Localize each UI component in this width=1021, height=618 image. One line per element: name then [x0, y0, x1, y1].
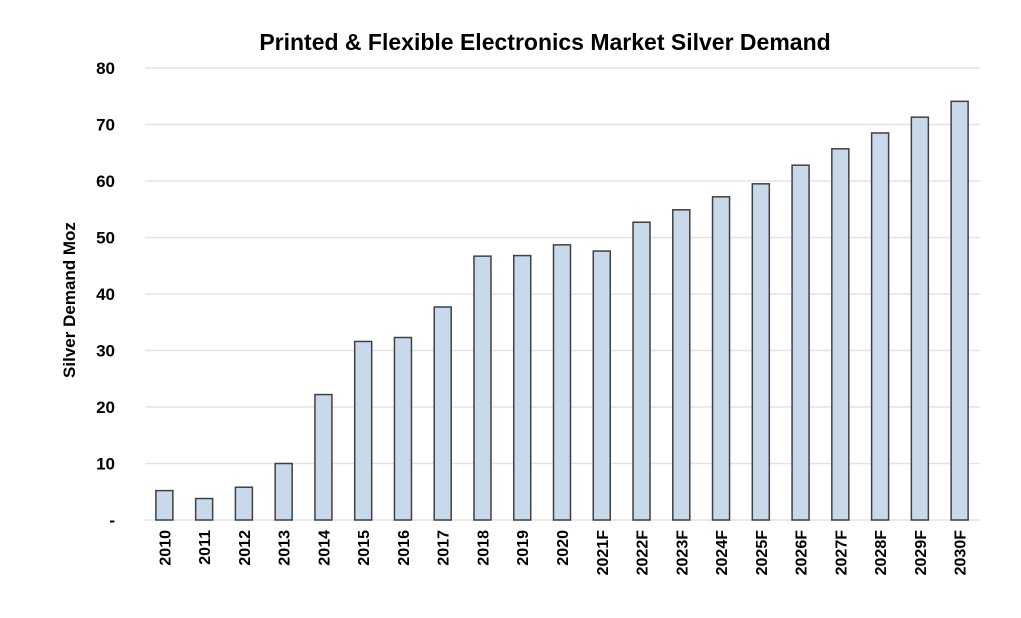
y-tick-label: 30 [96, 342, 115, 361]
bar [314, 393, 333, 521]
x-tick-label: 2019 [515, 530, 532, 566]
y-tick-label: 70 [96, 116, 115, 135]
x-tick-label: 2030F [953, 530, 970, 576]
bar [870, 132, 890, 521]
x-tick-label: 2013 [277, 530, 294, 566]
y-tick-label: 20 [96, 398, 115, 417]
y-tick-label: 40 [96, 285, 115, 304]
chart-title: Printed & Flexible Electronics Market Si… [259, 29, 830, 55]
x-tick-label: 2017 [436, 530, 453, 566]
x-tick-label: 2022F [635, 530, 652, 576]
bar [473, 255, 492, 521]
bar [831, 148, 850, 521]
x-tick-label: 2015 [356, 530, 373, 566]
x-tick-label: 2021F [595, 530, 612, 576]
bar [155, 489, 174, 521]
x-tick-label: 2028F [873, 530, 890, 576]
y-tick-label: 10 [96, 455, 115, 474]
bar [552, 244, 572, 521]
y-axis-label: Silver Demand Moz [60, 222, 79, 378]
bar [353, 340, 373, 521]
bar [234, 486, 254, 521]
x-tick-label: 2020 [555, 530, 572, 566]
x-tick-label: 2012 [237, 530, 254, 566]
y-tick-label: 50 [96, 229, 115, 248]
x-tick-label: 2029F [913, 530, 930, 576]
y-tick-label: - [109, 511, 115, 530]
y-tick-label: 80 [96, 59, 115, 78]
bar [672, 209, 691, 521]
bar [711, 196, 731, 521]
bar [433, 306, 452, 521]
bar [751, 183, 771, 521]
x-tick-label: 2023F [674, 530, 691, 576]
bar [950, 100, 969, 521]
x-tick-label: 2025F [754, 530, 771, 576]
x-tick-label: 2018 [475, 530, 492, 566]
x-tick-label: 2026F [794, 530, 811, 576]
bar [194, 497, 214, 521]
y-tick-label: 60 [96, 172, 115, 191]
x-tick-label: 2014 [316, 530, 333, 566]
x-tick-label: 2010 [157, 530, 174, 566]
x-tick-label: 2027F [833, 530, 850, 576]
x-tick-label: 2024F [714, 530, 731, 576]
x-tick-label: 2011 [197, 530, 214, 565]
bar [632, 221, 651, 521]
bar [393, 336, 413, 521]
bar [274, 462, 293, 521]
bar [791, 164, 810, 521]
bar [910, 116, 930, 521]
x-tick-label: 2016 [396, 530, 413, 566]
bar [512, 254, 532, 521]
bar [592, 250, 612, 521]
